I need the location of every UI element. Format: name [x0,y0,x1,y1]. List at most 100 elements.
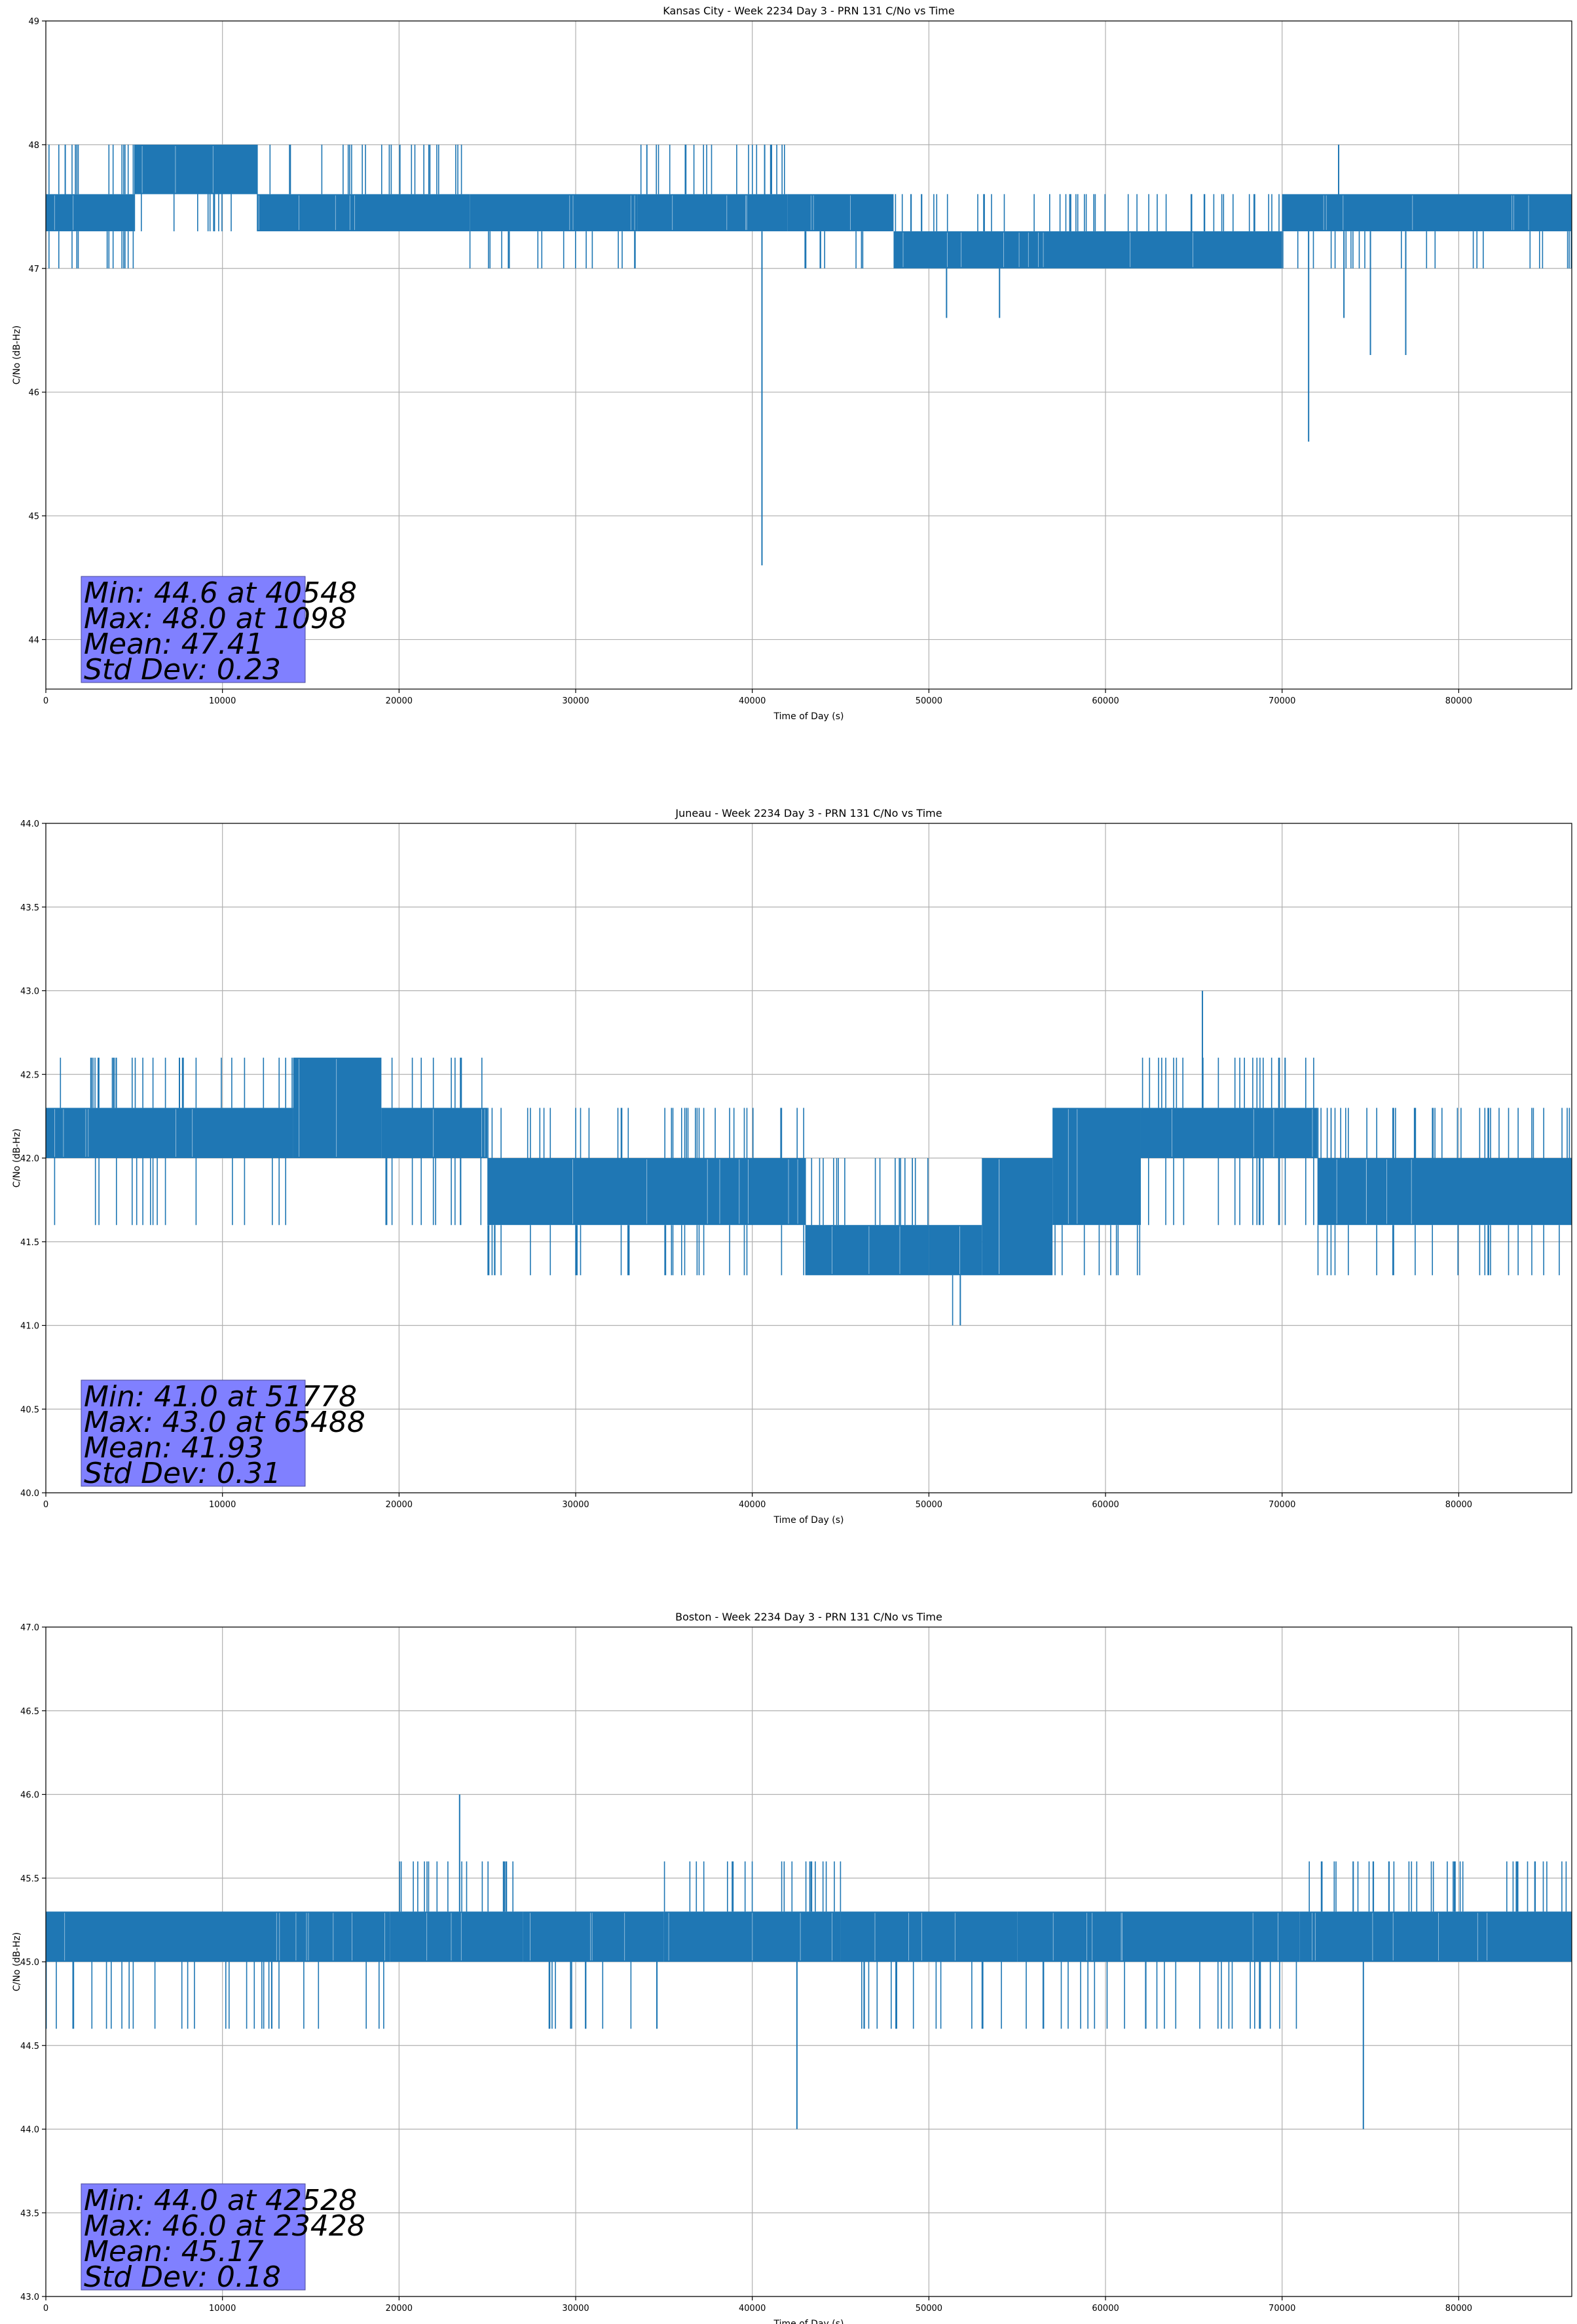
x-tick-label: 0 [43,1500,48,1510]
x-tick-label: 0 [43,2304,48,2314]
trace-excursions [805,1158,929,1226]
y-tick-label: 43.0 [20,987,39,997]
trace-texture [530,1913,625,1960]
trace-texture [672,195,747,231]
y-axis-label: C/No (dB-Hz) [12,1129,22,1188]
x-tick-label: 60000 [1092,696,1119,706]
x-tick-label: 50000 [916,1500,942,1510]
trace-texture [1052,1913,1278,1960]
trace-texture [426,1913,462,1960]
x-tick-label: 10000 [209,1500,236,1510]
axes-frame [45,20,1572,690]
x-tick-label: 30000 [562,2304,589,2314]
trace-band [893,231,1282,269]
trace-band [1282,194,1572,232]
stats-line: Std Dev: 0.18 [84,2260,281,2294]
trace-texture [572,1159,798,1224]
x-tick-label: 10000 [209,696,236,706]
stats-box-background [81,576,306,683]
chart-panel-3: 0 10000 20000 30000 40000 50000 60000 70000 8000… [12,1611,1572,2324]
trace-band [293,1057,382,1158]
trace-texture [1067,1109,1078,1224]
x-tick-label: 20000 [386,2304,413,2314]
series-line [46,1794,1572,2129]
x-tick-label: 30000 [562,696,589,706]
trace-texture [64,1913,385,1960]
trace-texture [1336,1159,1412,1224]
trace-texture [141,145,213,193]
trace-band [1317,1158,1572,1226]
trace-excursions [469,231,636,269]
trace-texture [668,1913,832,1960]
x-tick-label: 70000 [1269,1500,1295,1510]
y-tick-label: 42.5 [20,1070,39,1080]
stats-line: Min: 41.0 at 51778 [84,1380,357,1414]
trace-excursions [861,1962,1002,2029]
stats-line: Std Dev: 0.23 [84,653,281,686]
trace-texture [299,1059,337,1157]
trace-excursions [487,1108,804,1275]
chart-title: Kansas City - Week 2234 Day 3 - PRN 131 … [663,5,954,17]
stats-line: Mean: 41.93 [84,1431,264,1465]
trace-excursions [1317,1108,1570,1275]
trace-excursions [48,144,134,269]
series-line [46,144,1572,566]
stats-line: Min: 44.6 at 40548 [84,576,357,610]
y-tick-label: 44.0 [20,819,39,829]
x-tick-label: 80000 [1445,1500,1472,1510]
trace-texture [810,195,851,231]
trace-band [257,194,470,232]
y-tick-label: 42.0 [20,1154,39,1164]
trace-excursions [804,231,864,269]
x-tick-label: 80000 [1445,2304,1472,2314]
trace-band [1140,1108,1318,1158]
y-axis-label: C/No (dB-Hz) [12,326,22,384]
trace-band [982,1158,1053,1275]
stats-box-background [81,2183,306,2291]
stats-line: Mean: 47.41 [84,628,264,661]
trace-band [1299,1911,1572,1962]
trace-excursions [1308,1861,1567,1912]
trace-band [1052,1108,1141,1226]
trace-band [46,1108,293,1158]
trace-texture [874,1913,955,1960]
y-tick-label: 47 [28,265,39,274]
trace-excursions [46,1962,384,2029]
trace-texture [1172,1109,1313,1157]
y-tick-label: 40.0 [20,1489,39,1499]
trace-texture [54,1109,193,1157]
trace-excursions [640,144,785,195]
trace-band [381,1108,488,1158]
stats-line: Max: 48.0 at 1098 [84,602,347,635]
chart-panel-2: 0 10000 20000 30000 40000 50000 60000 70000 8000… [12,807,1572,1526]
stats-line: Max: 43.0 at 65488 [84,1406,365,1439]
y-tick-label: 45.0 [20,1958,39,1968]
trace-texture [433,1109,485,1157]
x-axis-label: Time of Day (s) [773,2319,844,2324]
x-tick-label: 70000 [1269,696,1295,706]
x-tick-label: 40000 [739,1500,766,1510]
x-tick-label: 70000 [1269,2304,1295,2314]
trace-excursions [663,1861,842,1912]
trace-excursions [54,1057,293,1226]
y-tick-label: 44 [28,635,39,645]
y-tick-label: 45.5 [20,1874,39,1884]
y-tick-label: 43.0 [20,2293,39,2302]
y-tick-label: 47.0 [20,1623,39,1633]
x-tick-label: 40000 [739,696,766,706]
y-tick-label: 46.5 [20,1707,39,1717]
stats-line: Std Dev: 0.31 [84,1457,281,1490]
stats-line: Max: 46.0 at 23428 [84,2209,365,2243]
x-tick-label: 30000 [562,1500,589,1510]
x-axis-label: Time of Day (s) [773,711,844,722]
y-tick-label: 46.0 [20,1791,39,1801]
trace-band [134,144,258,195]
trace-band [805,1225,929,1275]
trace-band [787,194,894,232]
trace-texture [1323,195,1529,231]
trace-band [637,194,788,232]
y-axis-label: C/No (dB-Hz) [12,1932,22,1991]
